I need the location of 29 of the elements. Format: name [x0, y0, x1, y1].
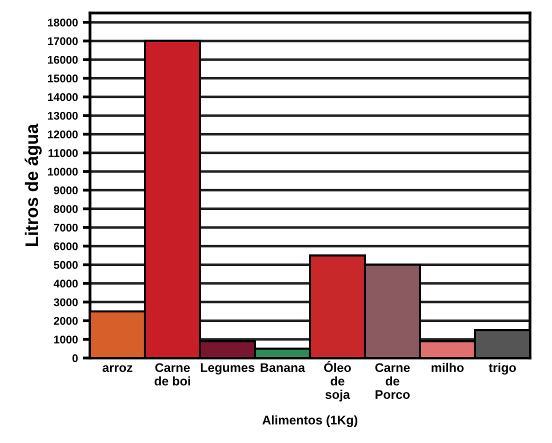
y-tick-label: 5000 [54, 261, 78, 269]
y-tick-label: 9000 [54, 186, 78, 194]
y-tick-label: 12000 [48, 130, 78, 138]
y-tick-label: 4000 [54, 280, 78, 288]
y-tick-label: 13000 [48, 112, 78, 120]
y-tick-label: 6000 [54, 242, 78, 250]
x-tick-label: arroz [102, 365, 132, 372]
y-tick-label: 15000 [48, 74, 78, 82]
x-tick-label: Carne de boi [154, 363, 190, 386]
y-tick-label: 17000 [48, 37, 78, 46]
y-tick-label: 0 [72, 354, 78, 362]
x-tick-label: trigo [488, 362, 516, 375]
y-tick-label: 11000 [48, 149, 78, 157]
y-tick-label: 14000 [48, 93, 78, 102]
x-tick-label: Banana [260, 363, 306, 372]
y-tick-label: 18000 [48, 18, 78, 26]
x-tick-label: Carne de Porco [375, 363, 410, 399]
x-tick-label: milho [432, 362, 464, 372]
y-tick-label: 3000 [54, 298, 78, 306]
y-tick-label: 1000 [54, 336, 78, 344]
y-axis-title: Litros de água [24, 124, 42, 246]
y-tick-label: 8000 [54, 205, 78, 213]
x-axis-title: Alimentos (1Kg) [262, 415, 358, 428]
y-tick-label: 7000 [54, 224, 78, 232]
y-tick-label: 16000 [48, 56, 78, 64]
y-tick-label: 10000 [48, 168, 78, 176]
x-tick-label: Óleo de soja [324, 360, 351, 402]
y-tick-label: 2000 [54, 316, 78, 325]
x-tick-label: Legumes [200, 363, 254, 375]
